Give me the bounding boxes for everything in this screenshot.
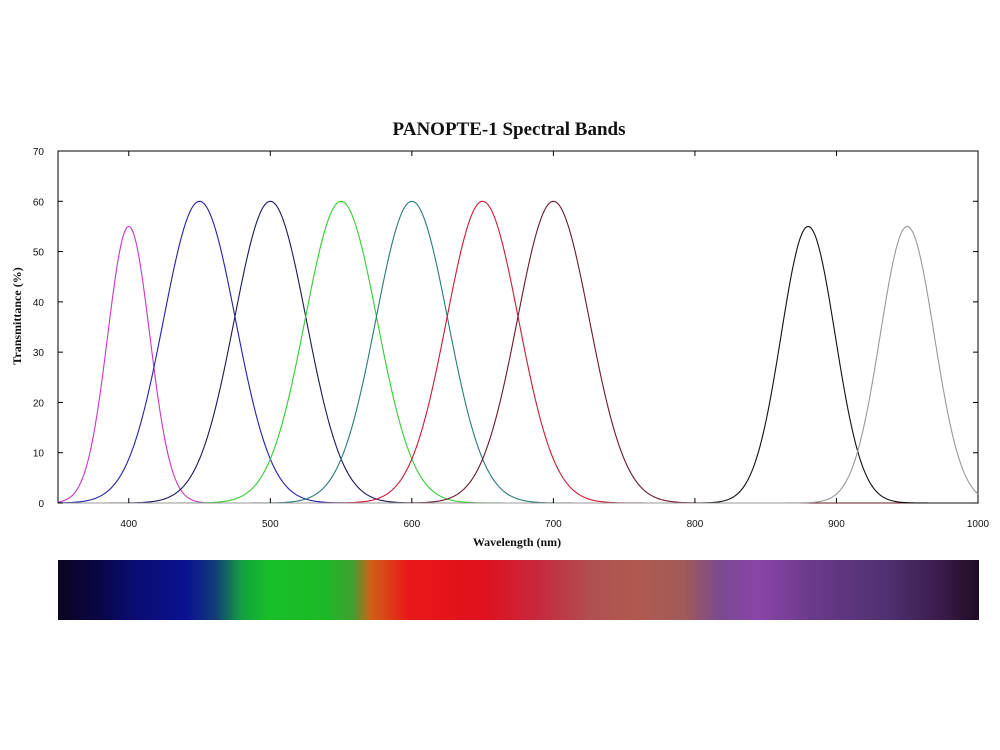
spectrum-gradient bbox=[58, 560, 979, 620]
spectrum-color-bar bbox=[58, 560, 979, 620]
y-tick-label: 30 bbox=[33, 348, 45, 359]
series-curves bbox=[57, 200, 979, 504]
y-tick-label: 50 bbox=[33, 248, 45, 259]
axis-ticks bbox=[58, 150, 979, 504]
x-tick-labels: 400 500 600 700 800 900 1000 bbox=[120, 519, 989, 530]
x-tick-label: 700 bbox=[545, 519, 562, 530]
y-tick-label: 70 bbox=[33, 147, 45, 158]
y-tick-label: 20 bbox=[33, 398, 45, 409]
band-curve-5 bbox=[58, 200, 978, 504]
y-tick-labels: 0 10 20 30 40 50 60 70 bbox=[33, 147, 45, 510]
x-tick-label: 900 bbox=[828, 519, 845, 530]
band-curve-2 bbox=[57, 200, 978, 504]
x-tick-label: 1000 bbox=[967, 519, 990, 530]
band-curve-7 bbox=[58, 200, 978, 504]
band-curve-9 bbox=[58, 225, 979, 504]
y-tick-label: 40 bbox=[33, 298, 45, 309]
plot-frame bbox=[57, 150, 979, 504]
x-tick-label: 400 bbox=[120, 519, 137, 530]
y-tick-label: 10 bbox=[33, 449, 45, 460]
band-curve-8 bbox=[58, 225, 978, 504]
x-tick-label: 800 bbox=[687, 519, 704, 530]
x-axis-label: Wavelength (nm) bbox=[473, 535, 561, 549]
x-tick-label: 600 bbox=[404, 519, 421, 530]
band-curve-6 bbox=[58, 200, 978, 504]
chart-title: PANOPTE-1 Spectral Bands bbox=[393, 119, 626, 140]
y-axis-label: Transmittance (%) bbox=[10, 267, 24, 364]
y-tick-label: 0 bbox=[38, 499, 44, 510]
x-tick-label: 500 bbox=[262, 519, 279, 530]
band-curve-3 bbox=[58, 200, 978, 504]
band-curve-4 bbox=[58, 200, 978, 504]
y-tick-label: 60 bbox=[33, 197, 45, 208]
